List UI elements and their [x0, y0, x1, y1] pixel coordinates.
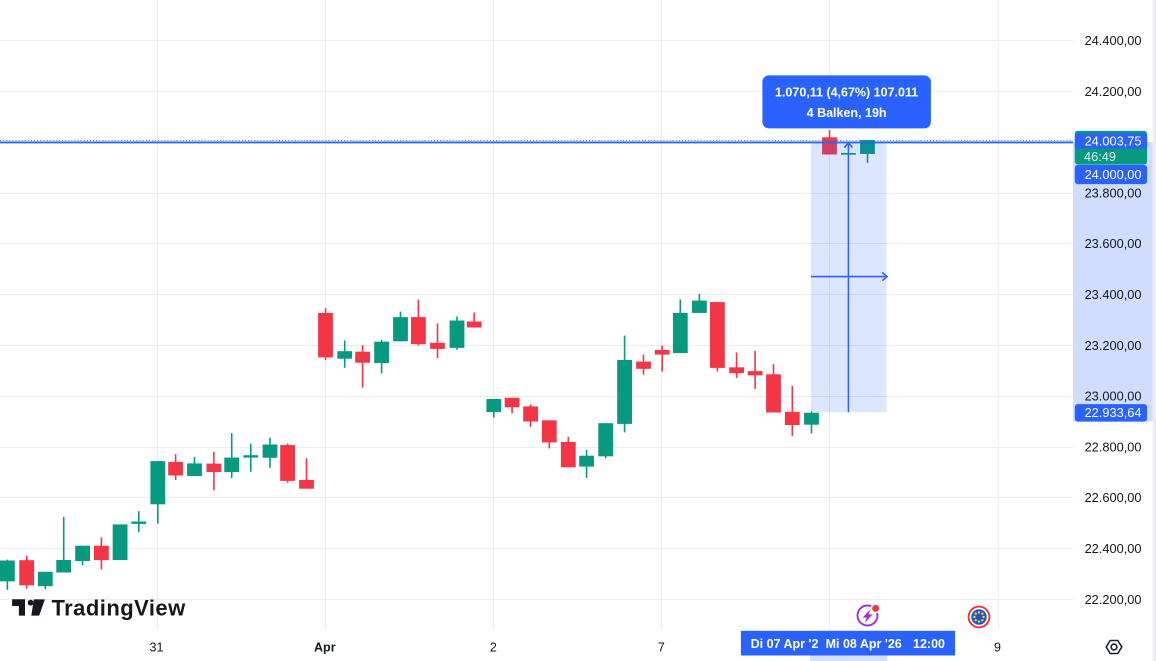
svg-text:12:00: 12:00 — [913, 637, 945, 651]
svg-text:22.200,00: 22.200,00 — [1085, 592, 1142, 607]
svg-text:22.933,64: 22.933,64 — [1085, 405, 1142, 420]
svg-text:23.200,00: 23.200,00 — [1085, 338, 1142, 353]
svg-text:4 Balken, 19h: 4 Balken, 19h — [807, 106, 887, 120]
svg-text:22.600,00: 22.600,00 — [1085, 490, 1142, 505]
svg-text:23.600,00: 23.600,00 — [1085, 236, 1142, 251]
svg-text:23.000,00: 23.000,00 — [1085, 389, 1142, 404]
svg-text:31: 31 — [150, 640, 164, 654]
svg-text:23.400,00: 23.400,00 — [1085, 287, 1142, 302]
svg-text:1.070,11 (4,67%) 107.011: 1.070,11 (4,67%) 107.011 — [775, 85, 918, 99]
svg-text:24.400,00: 24.400,00 — [1085, 33, 1142, 48]
svg-text:7: 7 — [658, 640, 665, 654]
svg-text:Mi 08 Apr '26: Mi 08 Apr '26 — [826, 637, 902, 651]
svg-text:24.000,00: 24.000,00 — [1085, 167, 1142, 182]
svg-text:9: 9 — [994, 640, 1001, 654]
svg-text:24.200,00: 24.200,00 — [1085, 84, 1142, 99]
svg-text:Apr: Apr — [314, 640, 336, 654]
svg-text:TradingView: TradingView — [52, 595, 187, 620]
svg-text:46:49: 46:49 — [1084, 149, 1116, 164]
svg-text:Di 07 Apr '2: Di 07 Apr '2 — [751, 637, 819, 651]
svg-text:24.003,75: 24.003,75 — [1085, 133, 1142, 148]
svg-text:23.800,00: 23.800,00 — [1085, 185, 1142, 200]
svg-text:22.400,00: 22.400,00 — [1085, 541, 1142, 556]
svg-text:22.800,00: 22.800,00 — [1085, 439, 1142, 454]
svg-text:2: 2 — [490, 640, 497, 654]
